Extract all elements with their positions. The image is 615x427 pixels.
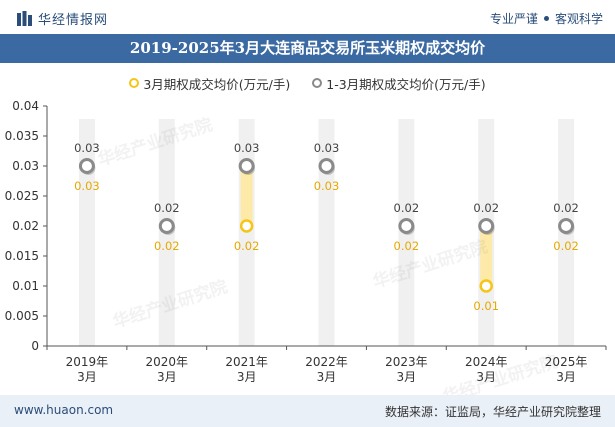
- x-tick-label: 2022年: [305, 355, 348, 369]
- series-2-point: [238, 158, 255, 174]
- series-2-point: [558, 218, 575, 234]
- data-source: 数据来源：证监局，华经产业研究院整理: [384, 405, 601, 419]
- series-2-data-label: 0.03: [234, 141, 260, 155]
- x-tick-label: 3月: [397, 370, 417, 384]
- x-tick-label: 3月: [476, 370, 496, 384]
- series-2-data-label: 0.02: [473, 201, 499, 215]
- series-1-data-label: 0.01: [473, 299, 499, 313]
- x-tick-label: 2025年: [545, 355, 588, 369]
- series-1-data-label: 0.03: [74, 179, 100, 193]
- legend-swatch-series-2: [312, 78, 323, 88]
- legend-swatch-series-1: [129, 78, 140, 88]
- title-bar: 2019-2025年3月大连商品交易所玉米期权成交均价: [0, 34, 615, 63]
- series-1-data-label: 0.02: [394, 239, 420, 253]
- header-bar: 华经情报网 专业严谨 客观科学: [0, 0, 615, 34]
- series-2-data-label: 0.03: [74, 141, 100, 155]
- series-2-point: [78, 158, 95, 174]
- legend-item-series-2: 1-3月期权成交均价(万元/手): [312, 73, 486, 93]
- series-2-point: [318, 158, 335, 174]
- difference-range-bar: [480, 226, 493, 286]
- tagline-text-2: 客观科学: [554, 12, 603, 26]
- series-2-point: [398, 218, 415, 234]
- y-tick-label: 0.02: [12, 219, 39, 233]
- y-tick-label: 0.015: [5, 249, 39, 263]
- x-tick-label: 2019年: [66, 355, 109, 369]
- site-name: 华经情报网: [38, 13, 109, 28]
- chart-legend: 3月期权成交均价(万元/手) 1-3月期权成交均价(万元/手): [0, 73, 615, 93]
- series-2-data-label: 0.02: [394, 201, 420, 215]
- tagline: 专业严谨 客观科学: [490, 10, 603, 27]
- y-tick-label: 0.025: [5, 189, 39, 203]
- x-tick-label: 3月: [556, 370, 576, 384]
- legend-item-series-1: 3月期权成交均价(万元/手): [129, 73, 290, 93]
- x-tick-label: 3月: [77, 370, 97, 384]
- series-1-data-label: 0.02: [234, 239, 260, 253]
- legend-label-series-1: 3月期权成交均价(万元/手): [143, 76, 291, 92]
- x-tick-label: 3月: [317, 370, 337, 384]
- x-tick-label: 3月: [237, 370, 257, 384]
- series-1-point: [479, 279, 493, 293]
- series-2-point: [478, 218, 495, 234]
- x-tick-label: 2021年: [225, 355, 268, 369]
- y-tick-label: 0.04: [12, 99, 39, 113]
- x-tick-label: 2020年: [146, 355, 189, 369]
- series-1-data-label: 0.02: [553, 239, 579, 253]
- logo-icon: [17, 11, 32, 26]
- series-1-data-label: 0.03: [314, 179, 340, 193]
- x-tick-label: 2024年: [465, 355, 508, 369]
- column-background: [78, 119, 95, 346]
- series-1-data-label: 0.02: [154, 239, 180, 253]
- footer-url: www.huaon.com: [14, 403, 114, 417]
- chart-title: 2019-2025年3月大连商品交易所玉米期权成交均价: [129, 39, 486, 57]
- y-tick-label: 0.035: [5, 129, 39, 143]
- series-2-point: [158, 218, 175, 234]
- legend-label-series-2: 1-3月期权成交均价(万元/手): [326, 76, 486, 92]
- y-tick-label: 0.03: [12, 159, 39, 173]
- series-2-data-label: 0.03: [314, 141, 340, 155]
- y-tick-label: 0: [31, 339, 39, 353]
- column-background: [318, 119, 335, 346]
- series-2-data-label: 0.02: [553, 201, 579, 215]
- x-tick-label: 3月: [157, 370, 177, 384]
- series-1-point: [239, 219, 254, 233]
- footer-bar: www.huaon.com 数据来源：证监局，华经产业研究院整理: [0, 395, 615, 427]
- x-tick-label: 2023年: [385, 355, 428, 369]
- difference-range-bar: [240, 166, 253, 226]
- series-2-data-label: 0.02: [154, 201, 180, 215]
- line-chart: 0 0.005 0.01 0.015 0.02 0.025 0.03 0.035 0.04 201…: [5, 99, 607, 384]
- y-tick-label: 0.01: [12, 279, 39, 293]
- tagline-text-1: 专业严谨: [489, 12, 538, 26]
- tagline-dot-icon: [543, 16, 549, 21]
- y-tick-label: 0.005: [5, 309, 39, 323]
